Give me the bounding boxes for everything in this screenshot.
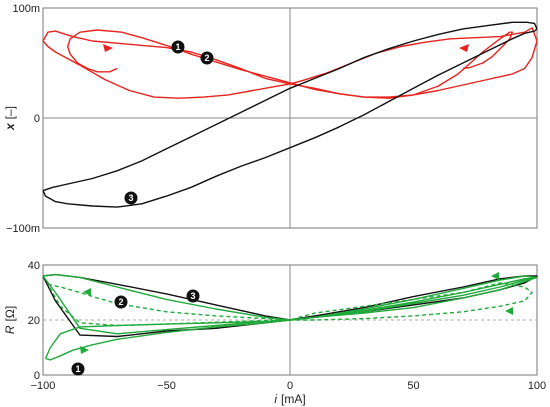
bottom-x-axis-var: i [274,392,277,406]
bottom-x-axis-unit: [mA] [281,392,306,406]
bottom-panel-markers: 3 2 1 [71,289,200,376]
red-arrow-right [459,44,469,52]
bottom-ytick-label: 20 [28,315,40,327]
bottom-xtick-label: 100 [528,380,546,392]
bottom-series-1-green-line [44,276,538,361]
bottom-ytick-label: 40 [28,260,40,272]
green-arrow-lower-left [80,346,89,354]
bottom-series-marker-3-circle [186,289,200,303]
top-panel: 1 2 3 100m 0 −100m x [–] [3,3,538,235]
bottom-series-marker-2-label: 2 [118,297,123,307]
bottom-xtick-label: 50 [407,380,419,392]
top-series-marker-2-label: 2 [204,53,209,63]
bottom-y-axis-title: R [Ω] [3,306,17,334]
bottom-series-marker-1-label: 1 [75,364,80,374]
bottom-series-marker-3-label: 3 [190,291,195,301]
top-ytick-label-100m: 100m [12,3,40,15]
top-panel-arrows [103,44,469,52]
green-arrow-upper-left [83,288,91,296]
green-arrow-upper-right [491,272,499,280]
top-ytick-label-0: 0 [34,113,40,125]
bottom-panel: 3 2 1 −100 −50 0 50 100 0 20 40 R [Ω] i [mA] [3,260,546,406]
bottom-series-marker-1-circle [71,362,85,376]
top-y-axis-title: x [–] [3,106,17,131]
top-panel-curves [42,21,538,208]
red-arrow-left [103,44,113,52]
top-panel-markers: 1 2 3 [124,40,214,205]
bottom-panel-arrows [80,272,513,354]
bottom-ytick-label: 0 [34,370,40,382]
top-series-3-black-line [42,21,538,208]
bottom-xtick-label: 0 [287,380,293,392]
top-y-axis-var: x [3,122,17,131]
top-series-marker-3-label: 3 [128,193,133,203]
bottom-y-axis-var: R [3,325,17,334]
top-ytick-label-minus-100m: −100m [6,223,40,235]
bottom-y-axis-unit: [Ω] [3,306,17,322]
bottom-panel-ticks: −100 −50 0 50 100 0 20 40 [28,260,546,392]
top-series-marker-1-label: 1 [175,42,180,52]
bottom-x-axis-title: i [mA] [274,392,305,406]
top-series-2-red-line [42,27,538,99]
top-series-marker-1-circle [171,40,185,54]
bottom-series-marker-2-circle [114,295,128,309]
top-series-marker-3-circle [124,191,138,205]
top-y-axis-unit: [–] [3,106,17,119]
green-arrow-lower-right [505,307,513,315]
top-series-marker-2-circle [200,51,214,65]
bottom-panel-curves [42,273,538,361]
bottom-xtick-label: −100 [31,380,56,392]
bottom-xtick-label: −50 [157,380,176,392]
